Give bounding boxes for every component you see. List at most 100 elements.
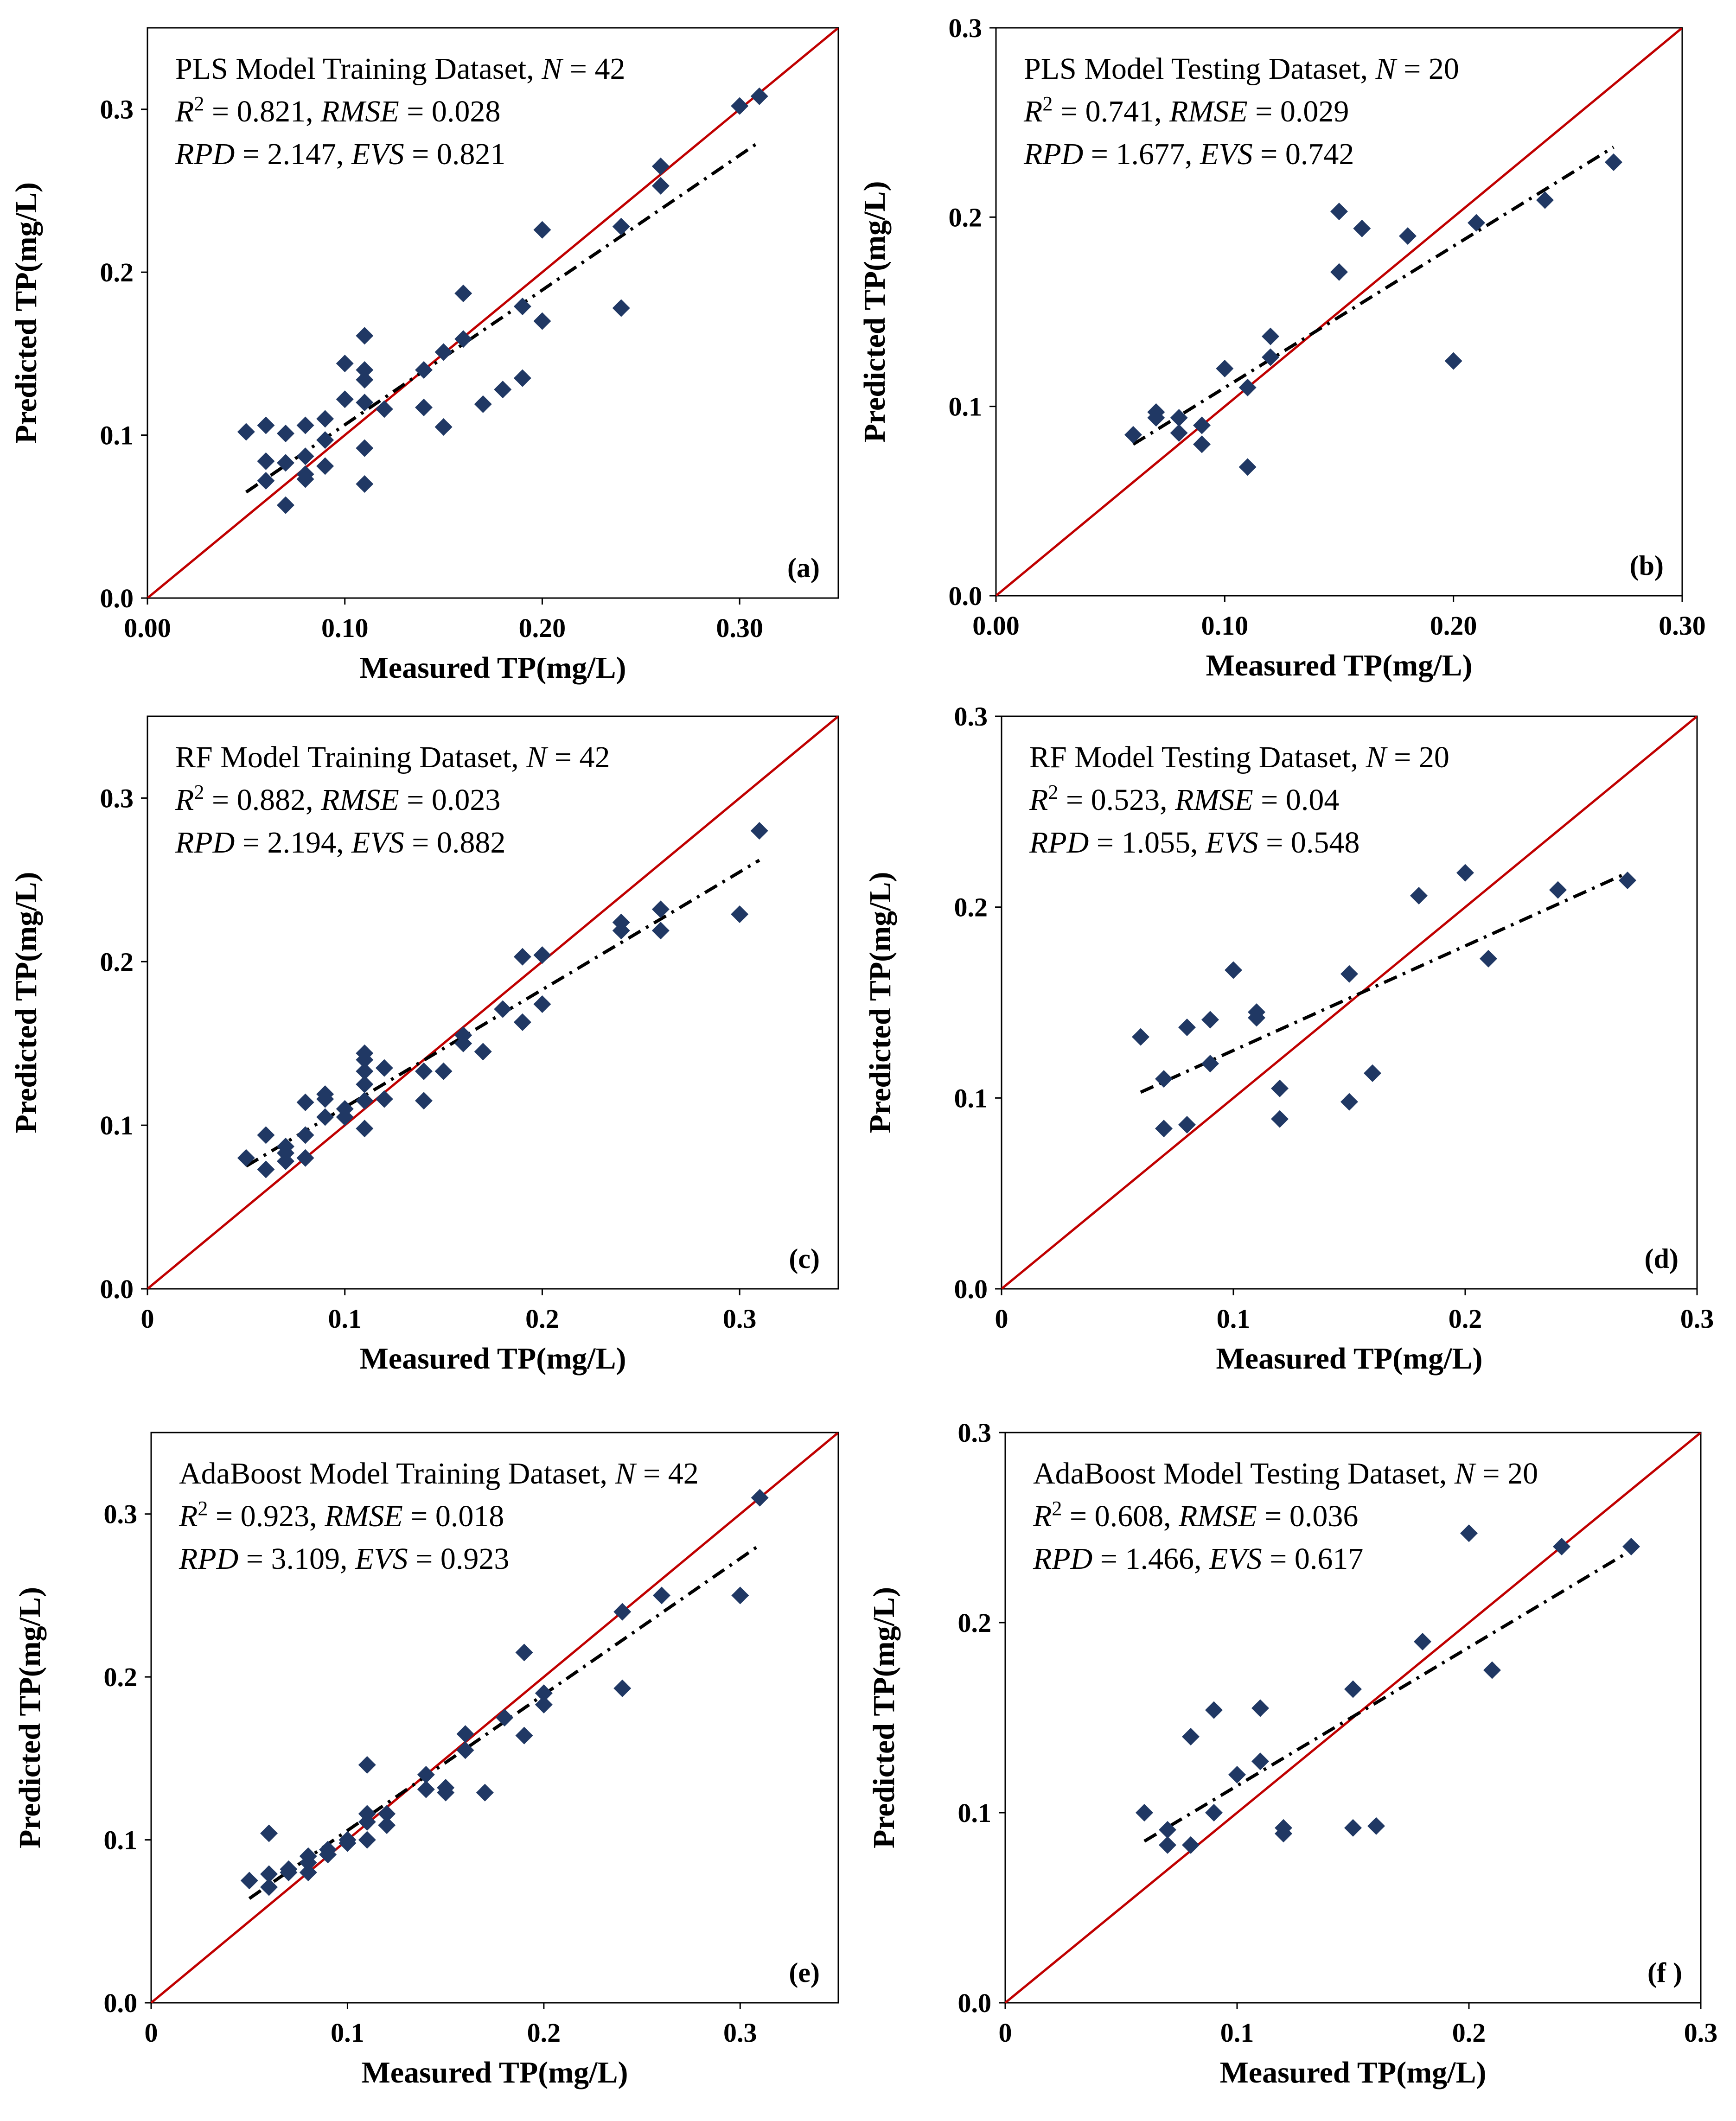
annotation-r2-rmse: R2 = 0.882, RMSE = 0.023 [175,781,500,817]
annotation-rpd-evs: RPD = 1.055, EVS = 0.548 [1029,826,1359,860]
annotation-value: 0.882 [437,826,506,860]
x-tick-label: 0.1 [331,2018,364,2048]
data-point [280,1863,298,1881]
data-point [378,1816,396,1834]
annotation-value: 0.741 [1085,95,1155,128]
x-tick-label: 0.1 [1217,1304,1251,1334]
fit-line [1143,1549,1632,1843]
data-point [434,343,453,361]
data-point [356,439,374,457]
data-point [237,423,255,441]
x-tick-label: 0.2 [1449,1304,1482,1334]
x-tick-label: 0 [145,2018,158,2048]
identity-line [996,28,1682,596]
x-axis-label: Measured TP(mg/L) [359,651,626,685]
annotation-value: 0.548 [1291,826,1360,860]
data-point [1159,1836,1176,1854]
data-point [535,1695,553,1713]
annotation-value: 0.018 [435,1499,504,1533]
annotation-rpd-evs: RPD = 2.194, EVS = 0.882 [175,826,505,860]
data-point [257,1126,275,1144]
annotation-r2-rmse: R2 = 0.923, RMSE = 0.018 [179,1497,504,1534]
panel-label: (b) [1630,550,1664,581]
y-tick-label: 0.1 [954,1083,988,1113]
data-point [1549,881,1567,899]
data-point [1330,263,1348,281]
x-tick-label: 0.10 [1201,611,1249,641]
data-point [1344,1680,1362,1698]
data-point [336,1108,354,1126]
identity-line [147,28,838,598]
data-point [1155,1120,1173,1138]
data-point [1225,961,1242,979]
data-point [1622,1538,1640,1555]
annotation-value: 42 [594,52,625,86]
panel-label: (a) [787,553,820,583]
annotation-value: 0.923 [440,1542,510,1576]
y-tick-label: 0.3 [100,783,134,813]
data-point [1201,1011,1219,1029]
x-tick-label: 0.20 [519,613,566,643]
y-tick-label: 0.1 [104,1825,138,1855]
x-tick-label: 0.3 [1684,2018,1718,2048]
annotation-r2-rmse: R2 = 0.608, RMSE = 0.036 [1033,1497,1358,1534]
data-point [277,454,294,472]
y-axis-label: Predicted TP(mg/L) [13,1587,47,1848]
annotation-value: 0.608 [1095,1499,1164,1533]
data-point [1483,1661,1501,1679]
x-axis-label: Measured TP(mg/L) [1206,649,1472,682]
y-tick-label: 0.2 [104,1662,138,1692]
annotation-title: PLS Model Training Dataset, N = 42 [175,52,625,86]
data-point [1271,1079,1289,1097]
data-point [257,416,275,434]
y-tick-label: 0.0 [954,1274,988,1304]
data-point [533,946,551,964]
data-point [415,1062,433,1080]
x-tick-label: 0.1 [1220,2018,1254,2048]
panel-label: (e) [789,1957,820,1988]
data-point [316,1108,334,1126]
data-point [535,1684,553,1702]
data-point [454,284,472,302]
y-axis-label: Predicted TP(mg/L) [9,182,43,444]
data-point [296,416,314,434]
data-point [375,400,393,418]
data-point [515,1726,533,1745]
data-point [651,922,670,940]
data-point [338,1834,357,1852]
data-point [750,87,768,105]
data-point [1182,1836,1200,1854]
data-point [612,217,630,236]
data-point [316,410,334,428]
data-point [260,1878,278,1896]
data-point [277,1152,294,1170]
annotation-rpd-evs: RPD = 1.466, EVS = 0.617 [1033,1542,1363,1576]
annotation-value: 0.821 [237,95,306,128]
data-point [1205,1804,1223,1822]
data-point [1353,219,1371,237]
fit-line [245,140,760,494]
x-axis-label: Measured TP(mg/L) [359,1342,626,1376]
data-point [356,394,374,412]
y-tick-label: 0.3 [958,1418,992,1448]
data-point [1124,426,1142,444]
x-tick-label: 0.00 [124,613,171,643]
data-point [437,1783,455,1802]
annotation-value: 2.194 [268,826,337,860]
plot-frame [150,1432,839,2004]
data-point [533,221,551,239]
data-point [1367,1817,1385,1835]
annotation-rpd-evs: RPD = 1.677, EVS = 0.742 [1023,137,1354,171]
data-point [296,447,314,465]
data-point [651,177,670,195]
x-tick-label: 0 [141,1304,154,1334]
annotation-title: AdaBoost Model Training Dataset, N = 42 [179,1457,699,1490]
annotation-value: 3.109 [271,1542,340,1576]
data-point [1193,435,1211,453]
plot-frame [1001,715,1698,1290]
annotation-value: 2.147 [268,137,337,171]
annotation-value: 0.617 [1295,1542,1364,1576]
annotation-title: AdaBoost Model Testing Dataset, N = 20 [1033,1457,1538,1490]
y-tick-label: 0.3 [104,1499,138,1529]
